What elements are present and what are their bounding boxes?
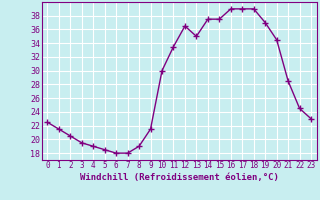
- X-axis label: Windchill (Refroidissement éolien,°C): Windchill (Refroidissement éolien,°C): [80, 173, 279, 182]
